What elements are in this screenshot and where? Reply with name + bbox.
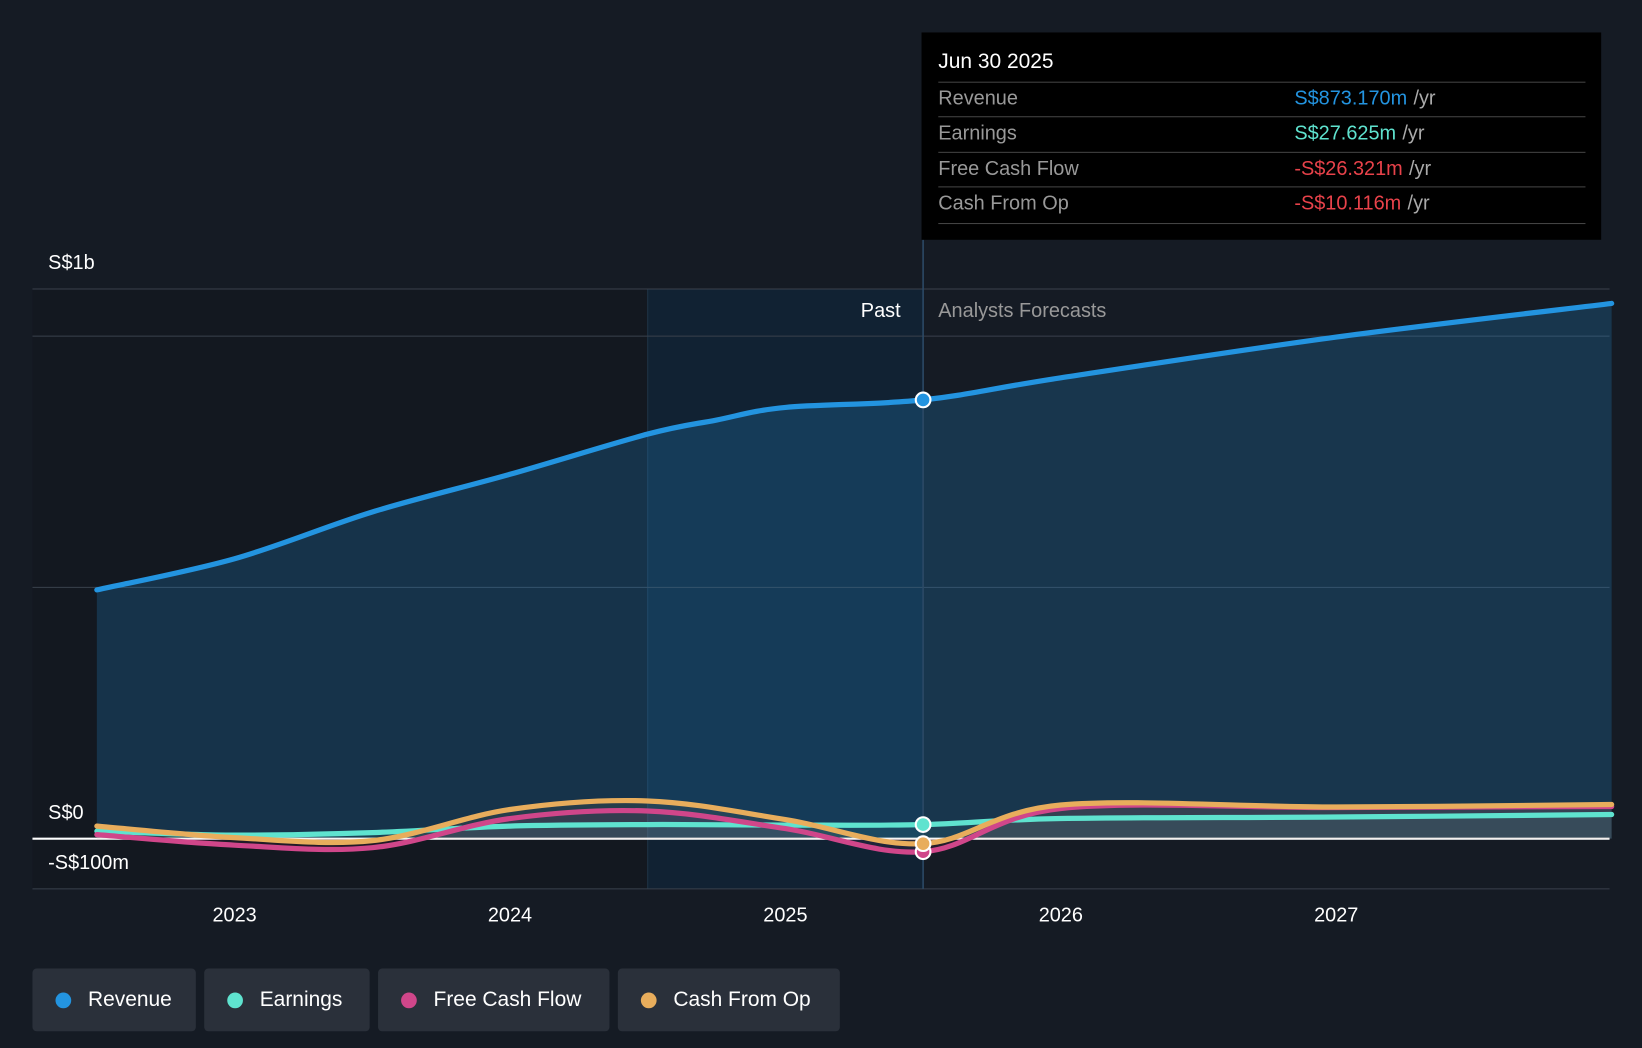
highlight-region <box>647 288 924 889</box>
tooltip-value: S$27.625m <box>1294 122 1397 145</box>
tooltip-unit: /yr <box>1409 158 1432 181</box>
legend-label: Revenue <box>87 987 172 1011</box>
tooltip-label: Revenue <box>938 87 1018 110</box>
tooltip: Jun 30 2025 Revenue S$873.170m/yr Earning… <box>921 32 1602 240</box>
data-point-marker <box>914 391 932 409</box>
legend-free-cash-flow[interactable]: Free Cash Flow <box>378 968 610 1032</box>
x-tick-label: 2025 <box>763 904 807 926</box>
legend-earnings[interactable]: Earnings <box>204 968 370 1032</box>
tooltip-unit: /yr <box>1407 192 1430 215</box>
x-tick-label: 2027 <box>1314 904 1358 926</box>
y-tick-label: -S$100m <box>48 852 129 875</box>
legend-dot-icon <box>55 992 72 1008</box>
legend-cash-from-op[interactable]: Cash From Op <box>617 968 840 1032</box>
tooltip-date: Jun 30 2025 <box>938 50 1054 74</box>
tooltip-row-earnings: Earnings S$27.625m/yr <box>938 116 1586 152</box>
data-point-marker <box>914 816 932 833</box>
past-label: Past <box>860 300 901 323</box>
x-tick-label: 2026 <box>1039 904 1083 926</box>
tooltip-unit: /yr <box>1413 87 1436 110</box>
tooltip-row-fcf: Free Cash Flow -S$26.321m/yr <box>938 151 1586 188</box>
legend-dot-icon <box>401 992 417 1008</box>
legend-label: Cash From Op <box>673 987 811 1011</box>
x-tick-label: 2024 <box>488 904 532 926</box>
tooltip-value: -S$10.116m <box>1294 192 1402 215</box>
tooltip-label: Earnings <box>938 122 1017 145</box>
legend-dot-icon <box>227 992 243 1008</box>
tooltip-value: -S$26.321m <box>1294 158 1403 181</box>
tooltip-row-revenue: Revenue S$873.170m/yr <box>938 81 1586 118</box>
x-tick-label: 2023 <box>212 904 256 926</box>
revenue-area <box>96 303 1612 839</box>
tooltip-row-cfo: Cash From Op -S$10.116m/yr <box>938 186 1586 222</box>
tooltip-label: Cash From Op <box>938 192 1069 215</box>
series-line-revenue <box>94 300 1615 593</box>
tooltip-unit: /yr <box>1402 122 1425 145</box>
legend-label: Free Cash Flow <box>433 987 582 1011</box>
series-area <box>96 800 1612 844</box>
legend-revenue[interactable]: Revenue <box>32 968 196 1032</box>
data-point-marker <box>914 835 932 853</box>
legend-label: Earnings <box>259 987 343 1011</box>
tooltip-label: Free Cash Flow <box>938 158 1079 181</box>
series-line-cash-from-op <box>94 797 1615 847</box>
tooltip-value: S$873.170m <box>1294 87 1408 110</box>
y-tick-label: S$1b <box>48 252 95 275</box>
y-tick-label: S$0 <box>48 802 84 824</box>
forecast-label: Analysts Forecasts <box>938 300 1107 323</box>
legend-dot-icon <box>640 992 657 1008</box>
